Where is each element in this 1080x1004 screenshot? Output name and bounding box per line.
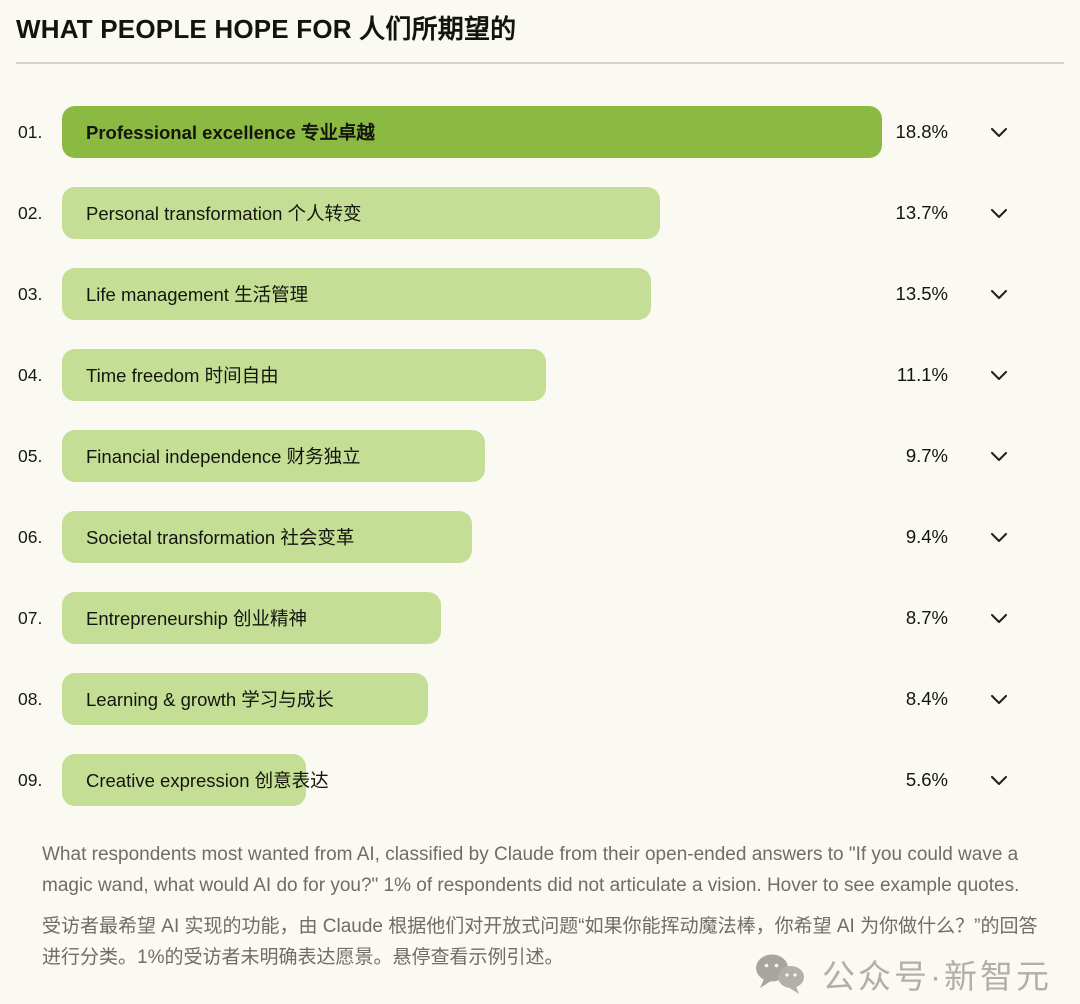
- row-rank: 09.: [18, 769, 43, 790]
- chevron-down-icon[interactable]: [986, 200, 1012, 226]
- bar-track: Creative expression 创意表达: [62, 754, 882, 806]
- bar-label: Life management 生活管理: [86, 284, 309, 305]
- percent-value: 5.6%: [905, 769, 948, 790]
- chevron-down-icon[interactable]: [986, 443, 1012, 469]
- page-title: WHAT PEOPLE HOPE FOR 人们所期望的: [16, 14, 517, 44]
- chevron-down-icon[interactable]: [986, 605, 1012, 631]
- category-bar[interactable]: Financial independence 财务独立: [62, 430, 486, 482]
- bar-row: 06. Societal transformation 社会变革 9.4%: [18, 511, 1080, 563]
- bar-track: Personal transformation 个人转变: [62, 187, 882, 239]
- chevron-down-icon[interactable]: [986, 767, 1012, 793]
- percent-value: 11.1%: [896, 364, 948, 385]
- category-bar[interactable]: Time freedom 时间自由: [62, 349, 547, 401]
- bar-label: Learning & growth 学习与成长: [86, 689, 334, 710]
- category-bar[interactable]: Creative expression 创意表达: [62, 754, 329, 806]
- title-divider: [16, 62, 1064, 64]
- bar-row: 04. Time freedom 时间自由 11.1%: [18, 349, 1080, 401]
- bar-row: 03. Life management 生活管理 13.5%: [18, 268, 1080, 320]
- bar-row: 08. Learning & growth 学习与成长 8.4%: [18, 673, 1080, 725]
- row-rank: 04.: [18, 364, 43, 385]
- bar-track: Entrepreneurship 创业精神: [62, 592, 882, 644]
- chevron-down-icon[interactable]: [986, 362, 1012, 388]
- row-rank: 07.: [18, 607, 43, 628]
- category-bar[interactable]: Professional excellence 专业卓越: [62, 106, 882, 158]
- row-rank: 05.: [18, 445, 43, 466]
- category-bar[interactable]: Learning & growth 学习与成长: [62, 673, 429, 725]
- category-bar[interactable]: Life management 生活管理: [62, 268, 651, 320]
- chevron-down-icon[interactable]: [986, 524, 1012, 550]
- bar-label: Creative expression 创意表达: [86, 770, 329, 791]
- row-rank: 01.: [18, 121, 43, 142]
- bar-row: 02. Personal transformation 个人转变 13.7%: [18, 187, 1080, 239]
- row-rank: 06.: [18, 526, 43, 547]
- category-bar[interactable]: Entrepreneurship 创业精神: [62, 592, 442, 644]
- bar-label: Entrepreneurship 创业精神: [86, 608, 308, 629]
- bar-label: Personal transformation 个人转变: [86, 203, 362, 224]
- percent-value: 18.8%: [895, 121, 948, 142]
- bar-label: Professional excellence 专业卓越: [86, 122, 375, 143]
- category-bar[interactable]: Societal transformation 社会变革: [62, 511, 472, 563]
- bar-row: 01. Professional excellence 专业卓越 18.8%: [18, 106, 1080, 158]
- bar-track: Professional excellence 专业卓越: [62, 106, 882, 158]
- bar-label: Societal transformation 社会变革: [86, 527, 355, 548]
- bar-label: Time freedom 时间自由: [86, 365, 279, 386]
- row-rank: 08.: [18, 688, 43, 709]
- row-rank: 02.: [18, 202, 43, 223]
- bar-track: Time freedom 时间自由: [62, 349, 882, 401]
- chevron-down-icon[interactable]: [986, 281, 1012, 307]
- category-bar[interactable]: Personal transformation 个人转变: [62, 187, 660, 239]
- caption-chinese: 受访者最希望 AI 实现的功能，由 Claude 根据他们对开放式问题“如果你能…: [42, 916, 1038, 968]
- percent-value: 13.5%: [895, 283, 948, 304]
- bar-row: 07. Entrepreneurship 创业精神 8.7%: [18, 592, 1080, 644]
- percent-value: 8.7%: [905, 607, 948, 628]
- percent-value: 13.7%: [895, 202, 948, 223]
- bar-track: Societal transformation 社会变革: [62, 511, 882, 563]
- percent-value: 8.4%: [905, 688, 948, 709]
- chevron-down-icon[interactable]: [986, 686, 1012, 712]
- bar-row: 09. Creative expression 创意表达 5.6%: [18, 754, 1080, 806]
- percent-value: 9.4%: [905, 526, 948, 547]
- caption-english: What respondents most wanted from AI, cl…: [42, 844, 1020, 896]
- chevron-down-icon[interactable]: [986, 119, 1012, 145]
- bar-label: Financial independence 财务独立: [86, 446, 361, 467]
- row-rank: 03.: [18, 283, 43, 304]
- bar-track: Learning & growth 学习与成长: [62, 673, 882, 725]
- bar-track: Life management 生活管理: [62, 268, 882, 320]
- bar-row: 05. Financial independence 财务独立 9.7%: [18, 430, 1080, 482]
- bar-list: 01. Professional excellence 专业卓越 18.8% 0…: [0, 106, 1080, 806]
- bar-track: Financial independence 财务独立: [62, 430, 882, 482]
- percent-value: 9.7%: [905, 445, 948, 466]
